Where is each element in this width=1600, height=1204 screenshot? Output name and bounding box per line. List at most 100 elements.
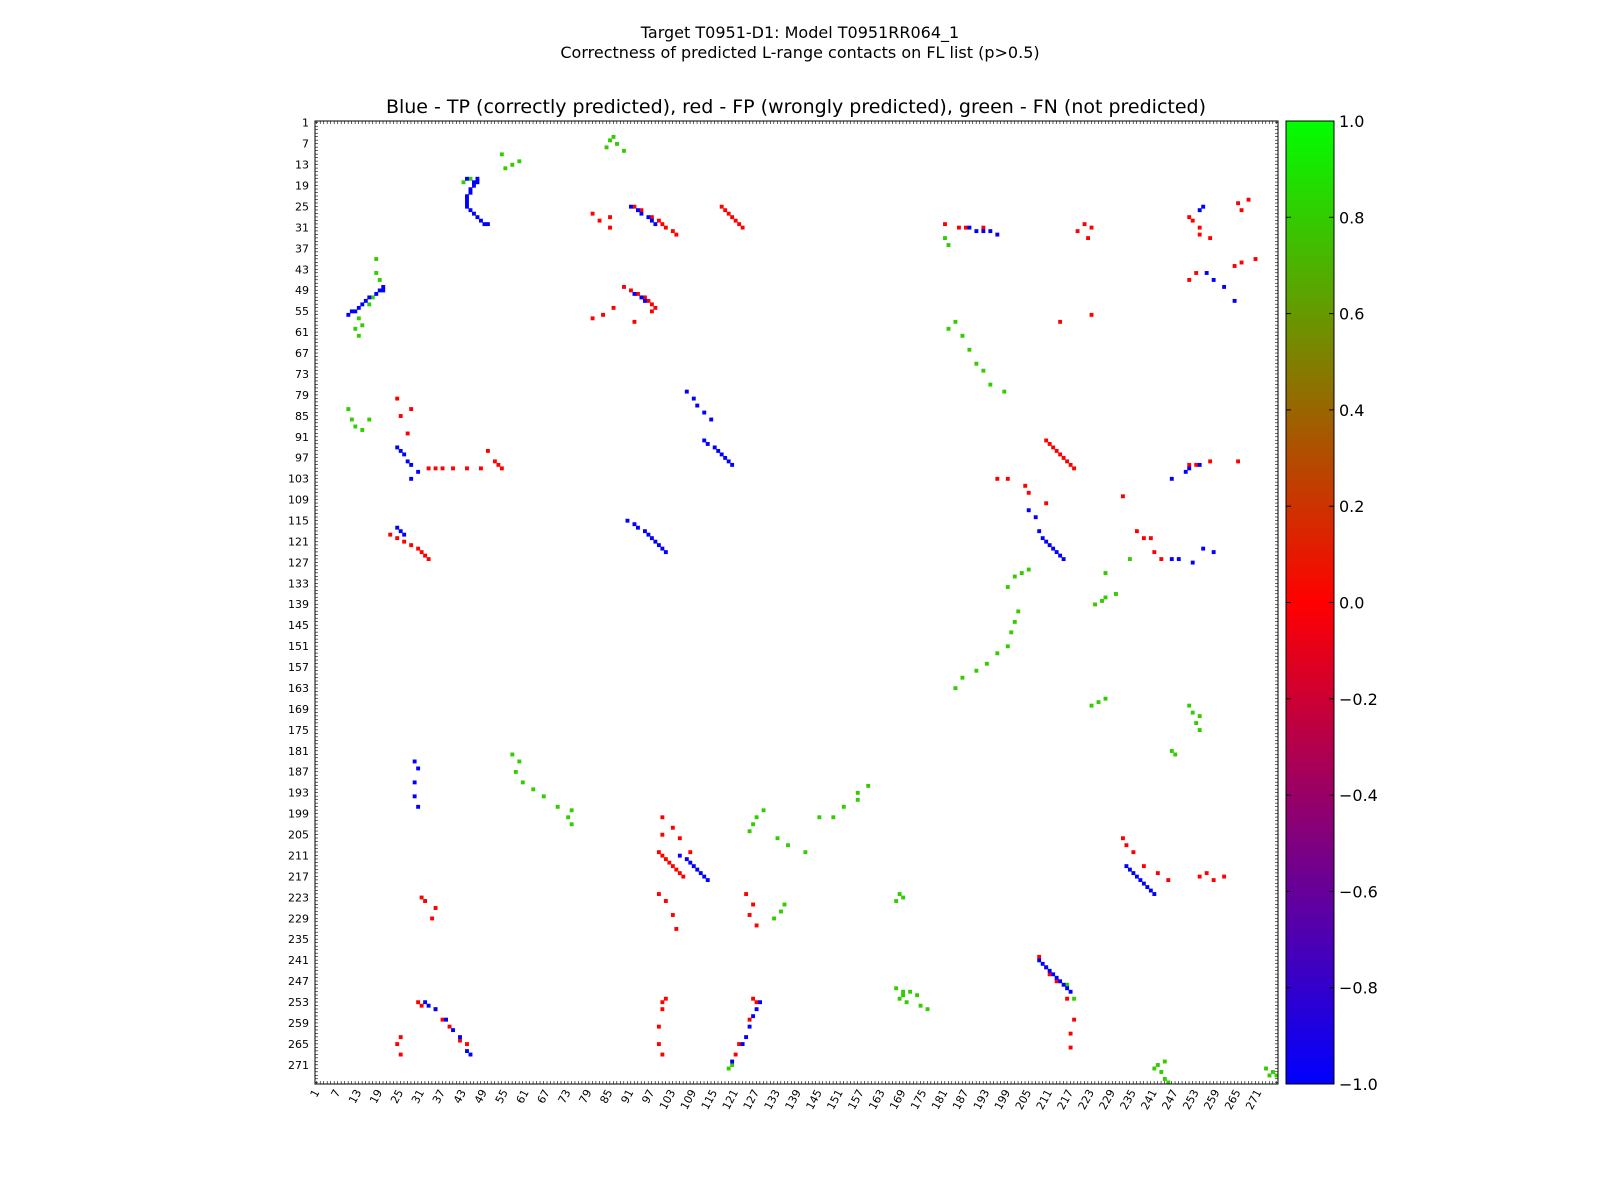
contact-cell-fp	[660, 1052, 665, 1057]
contact-cell-tp	[1061, 557, 1066, 562]
x-tick-label: 127	[741, 1087, 762, 1112]
plot-frame	[314, 120, 1279, 1085]
contact-cell-fn	[1166, 1080, 1171, 1085]
y-tick-label: 151	[288, 640, 309, 653]
x-tick-label: 151	[824, 1087, 845, 1112]
contact-cell-tp	[468, 1052, 473, 1057]
y-tick-label: 181	[288, 745, 309, 758]
contact-cell-tp	[367, 295, 372, 300]
y-tick-label: 31	[295, 221, 309, 234]
contact-cell-fn	[1271, 1070, 1275, 1074]
contact-cell-fp	[629, 288, 633, 293]
contact-cell-tp	[1058, 979, 1063, 984]
contact-cell-fn	[1162, 1059, 1167, 1064]
contact-cell-fn	[960, 675, 965, 680]
x-tick-label: 271	[1243, 1087, 1264, 1112]
y-tick-label: 97	[295, 452, 309, 465]
contact-cell-fp	[660, 1000, 665, 1005]
contact-cell-fn	[569, 808, 574, 813]
contact-cell-fn	[866, 783, 871, 788]
x-tick-label: 103	[657, 1087, 678, 1112]
contact-cell-fp	[733, 1052, 738, 1057]
contact-cell-tp	[478, 218, 483, 223]
y-tick-label: 253	[288, 996, 309, 1009]
contact-cell-tp	[688, 860, 693, 865]
x-tick-label: 121	[720, 1087, 741, 1112]
contact-cell-tp	[1037, 958, 1042, 963]
contact-cell-fp	[656, 850, 661, 855]
plot-area: 1713192531374349556167737985919710310911…	[288, 117, 1279, 1112]
contact-cell-fn	[730, 1063, 735, 1067]
contact-cell-tp	[381, 284, 386, 289]
contact-cell-tp	[1138, 878, 1143, 883]
contact-cell-fp	[1187, 278, 1192, 282]
contact-cell-tp	[646, 215, 651, 220]
contact-cell-fn	[622, 148, 626, 153]
contact-cell-fn	[353, 424, 358, 429]
contact-cell-fn	[510, 162, 515, 167]
contact-cell-tp	[758, 1000, 763, 1005]
contact-cell-tp	[974, 229, 979, 234]
contact-cell-tp	[1232, 298, 1237, 303]
contact-cell-fn	[1026, 567, 1031, 572]
contact-cell-tp	[1176, 557, 1181, 562]
contact-cell-fn	[503, 166, 508, 171]
contact-cell-fn	[615, 141, 619, 146]
contact-cell-fn	[374, 271, 379, 275]
contact-cell-fp	[395, 396, 400, 401]
contact-cell-fp	[1208, 459, 1213, 464]
contact-cell-fp	[423, 553, 428, 558]
contact-cell-tp	[1037, 529, 1042, 534]
contact-cell-tp	[967, 225, 972, 230]
contact-cell-tp	[1047, 968, 1052, 973]
contact-cell-fp	[433, 906, 438, 910]
contact-cell-fn	[1114, 592, 1118, 596]
contact-cell-fp	[1054, 979, 1059, 984]
contact-cell-tp	[468, 187, 473, 192]
contact-cell-fn	[988, 382, 993, 387]
contact-cell-tp	[1169, 557, 1174, 562]
contact-cell-fp	[995, 476, 1000, 481]
contact-cell-tp	[751, 1014, 756, 1019]
colorbar-tick-label: −0.2	[1339, 690, 1378, 709]
contact-cell-fn	[1169, 749, 1174, 753]
contact-cell-tp	[412, 780, 417, 785]
contact-cell-fp	[663, 996, 668, 1001]
contact-cell-fp	[419, 1003, 424, 1008]
contact-cell-fp	[1047, 442, 1052, 446]
y-tick-label: 127	[288, 556, 309, 569]
contact-cell-tp	[1169, 476, 1174, 481]
colorbar-tick-label: −0.8	[1339, 979, 1378, 998]
contact-cell-fp	[597, 218, 602, 223]
contact-cell-fp	[663, 225, 668, 230]
contact-cell-fn	[611, 134, 616, 139]
contact-cell-fn	[349, 417, 354, 422]
contact-cell-fp	[1131, 850, 1136, 855]
colorbar-ticks: 1.0 0.8 0.6 0.4 0.2 0.0 −0.2 −0.4 −0.6 −0.8 −1.0	[1286, 112, 1378, 1094]
contact-cell-fn	[1197, 728, 1202, 732]
x-tick-label: 91	[618, 1087, 636, 1105]
contact-cell-fn	[904, 1000, 909, 1005]
contact-cell-tp	[660, 546, 665, 551]
contact-cell-fp	[1072, 1017, 1077, 1022]
y-tick-label: 235	[288, 933, 309, 946]
contact-cell-fp	[677, 836, 682, 841]
contact-cell-fp	[1152, 550, 1157, 555]
contact-cell-fp	[656, 1024, 661, 1029]
x-tick-label: 247	[1159, 1087, 1180, 1112]
contact-cell-tp	[458, 1035, 462, 1040]
contact-cell-fp	[660, 222, 665, 227]
contact-cell-tp	[1040, 536, 1045, 541]
contact-cell-fn	[1194, 721, 1199, 726]
contact-cell-fp	[723, 208, 728, 213]
contact-cell-fn	[953, 686, 958, 691]
contact-cell-tp	[747, 1024, 752, 1029]
contact-cells	[346, 134, 1279, 1085]
contact-cell-fp	[416, 1000, 421, 1005]
x-tick-label: 1	[308, 1087, 323, 1099]
contact-cell-fn	[468, 176, 473, 181]
contact-cell-tp	[1051, 546, 1056, 551]
contact-cell-tp	[472, 180, 476, 185]
contact-cell-tp	[995, 232, 1000, 237]
contact-cell-fp	[1065, 459, 1070, 464]
